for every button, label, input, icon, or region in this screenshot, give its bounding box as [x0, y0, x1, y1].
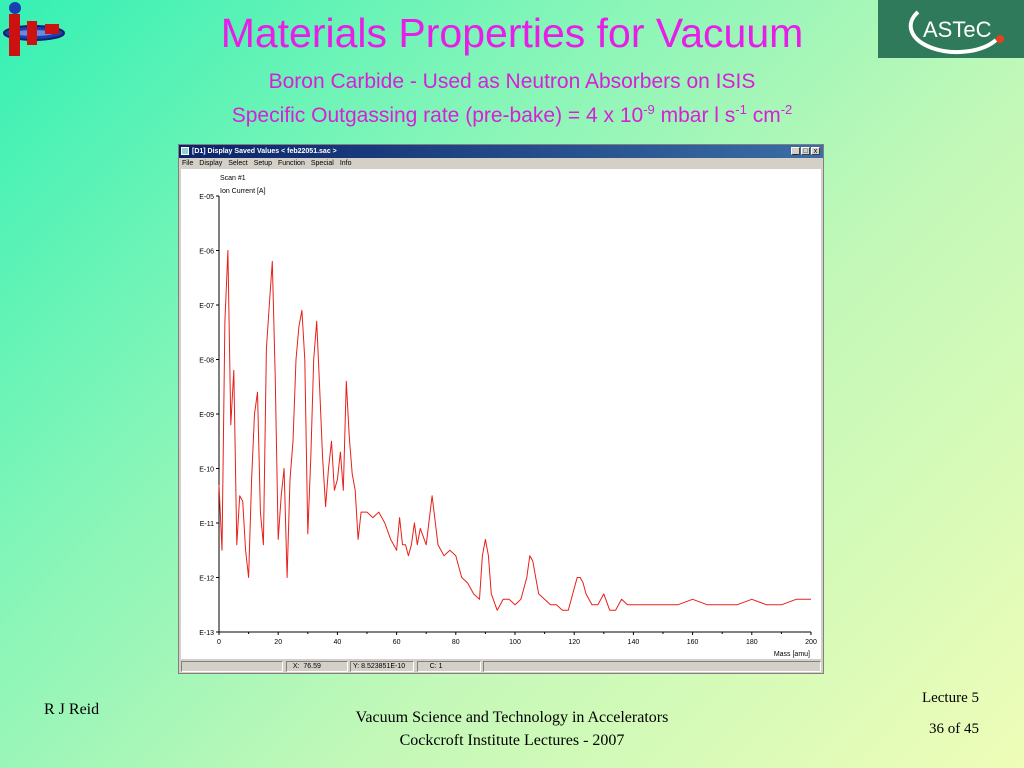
- x-tick-label: 0: [217, 639, 221, 646]
- x-tick-label: 180: [746, 639, 758, 646]
- x-tick-label: 40: [334, 639, 342, 646]
- window-titlebar[interactable]: [D1] Display Saved Values < feb22051.sac…: [179, 145, 823, 158]
- x-tick-label: 20: [274, 639, 282, 646]
- spectrum-line: [218, 250, 811, 611]
- close-button[interactable]: x: [811, 147, 820, 155]
- y-tick-label: E-09: [199, 412, 214, 419]
- chart-title: Scan #1: [220, 175, 246, 182]
- status-x: X: 76.59: [286, 661, 348, 672]
- status-cell-right: [483, 661, 821, 672]
- x-tick-label: 60: [393, 639, 401, 646]
- menu-function[interactable]: Function: [278, 160, 305, 167]
- status-c: C: 1: [417, 661, 481, 672]
- x-tick-label: 140: [628, 639, 640, 646]
- subtitle-outgassing-rate: Specific Outgassing rate (pre-bake) = 4 …: [231, 102, 793, 127]
- maximize-button[interactable]: □: [801, 147, 810, 155]
- y-tick-label: E-06: [199, 249, 214, 256]
- menu-display[interactable]: Display: [199, 160, 223, 167]
- y-tick-label: E-13: [199, 630, 214, 637]
- x-tick-label: 200: [805, 639, 817, 646]
- menu-setup[interactable]: Setup: [253, 160, 272, 167]
- menu-file[interactable]: File: [182, 160, 194, 167]
- y-tick-label: E-11: [200, 521, 214, 528]
- course-title: Vacuum Science and Technology in Acceler…: [355, 709, 669, 726]
- menu-bar: File Display Select Setup Function Special Inf…: [179, 158, 823, 169]
- minimize-button[interactable]: _: [791, 147, 800, 155]
- status-y: Y: 8.523851E-10: [350, 661, 414, 672]
- window-title: [D1] Display Saved Values < feb22051.sac…: [192, 148, 337, 155]
- lecture-number: Lecture 5: [921, 690, 979, 706]
- menu-info[interactable]: Info: [339, 160, 352, 167]
- slide-title: Materials Properties for Vacuum: [220, 10, 804, 56]
- author: R J Reid: [44, 701, 100, 718]
- status-cell-empty: [181, 661, 283, 672]
- subtitle-material: Boron Carbide - Used as Neutron Absorber…: [268, 70, 756, 93]
- mass-spectrum-plot[interactable]: E-05 E-06 E-07 E-08 E-09 E-10 E-11 E-12 E-13 0 20 4…: [181, 169, 821, 659]
- svg-text:ASTeC: ASTeC: [923, 17, 992, 42]
- mass-spectrum-chart: E-05 E-06 E-07 E-08 E-09 E-10 E-11 E-12 E-130 20 4…: [199, 175, 817, 658]
- x-tick-label: 100: [509, 639, 521, 646]
- x-axis-label: Mass [amu]: [774, 651, 810, 658]
- status-bar: X: 76.59 Y: 8.523851E-10 C: 1: [179, 659, 823, 673]
- menu-special[interactable]: Special: [310, 160, 334, 167]
- institute-logo: [0, 0, 70, 60]
- y-axis-label: Ion Current [A]: [220, 188, 266, 195]
- x-tick-label: 80: [452, 639, 460, 646]
- app-icon: [181, 147, 189, 155]
- y-tick-label: E-07: [199, 303, 214, 310]
- y-tick-label: E-05: [199, 194, 214, 201]
- display-saved-values-window: [D1] Display Saved Values < feb22051.sac…: [178, 144, 824, 674]
- y-tick-label: E-12: [199, 576, 214, 583]
- x-tick-label: 160: [687, 639, 699, 646]
- page-number: 36 of 45: [929, 721, 979, 737]
- y-tick-label: E-10: [199, 467, 214, 474]
- astec-logo: ASTeC: [878, 0, 1024, 58]
- course-series: Cockcroft Institute Lectures - 2007: [399, 732, 625, 749]
- y-tick-label: E-08: [199, 358, 214, 365]
- x-tick-label: 120: [568, 639, 580, 646]
- menu-select[interactable]: Select: [228, 160, 248, 167]
